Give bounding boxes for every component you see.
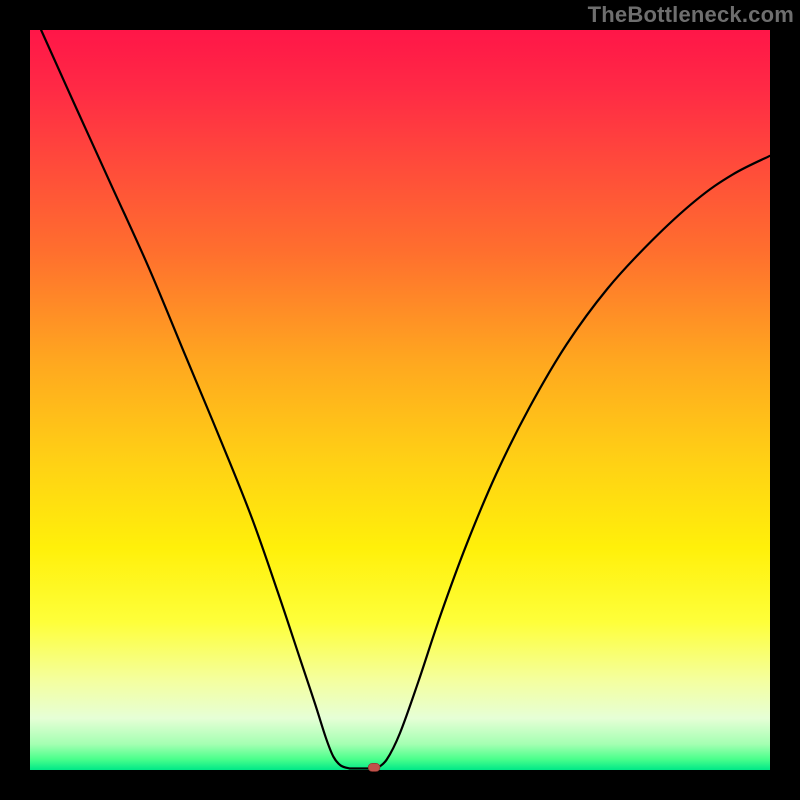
bottleneck-chart xyxy=(0,0,800,800)
optimal-point-marker xyxy=(368,763,380,771)
chart-background xyxy=(30,30,770,770)
watermark-text: TheBottleneck.com xyxy=(588,2,794,28)
chart-container xyxy=(0,0,800,800)
